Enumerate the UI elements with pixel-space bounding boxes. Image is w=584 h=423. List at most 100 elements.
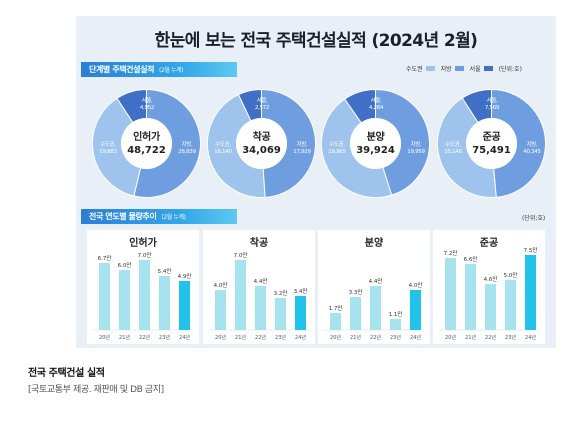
bar-sale-label-2: 4.4만 bbox=[369, 277, 383, 285]
bar-complete-tick-1: 21년 bbox=[465, 334, 476, 341]
donut-complete-metro-name: 수도권, bbox=[445, 142, 461, 148]
donut-permit-local-name: 지방, bbox=[181, 142, 193, 148]
bar-start-tick-2: 22년 bbox=[255, 334, 266, 341]
bar-start-2 bbox=[255, 286, 266, 330]
bar-chart-permit: 6.7만 20년 6.0만 21년 7.0만 22년 5.4만 23년 4.9만 24년 bbox=[93, 251, 193, 341]
bar-permit-label-2: 7.0만 bbox=[138, 251, 152, 259]
bar-start-label-2: 4.4만 bbox=[254, 277, 268, 285]
bar-complete-1 bbox=[465, 264, 476, 330]
bar-permit-0 bbox=[99, 263, 110, 330]
bar-start-3 bbox=[275, 298, 286, 330]
legend-label-metro: 수도권 bbox=[406, 66, 423, 73]
bar-permit-tick-0: 20년 bbox=[99, 334, 110, 341]
bar-start-1 bbox=[235, 260, 246, 330]
bar-permit-label-1: 6.0만 bbox=[118, 261, 132, 269]
bar-complete-tick-0: 20년 bbox=[445, 334, 456, 341]
donut-permit: 서울, 4,952 수도권, 19,883 지방, 28,839 인허가 48,722 bbox=[92, 89, 201, 198]
bar-sale-tick-0: 20년 bbox=[330, 334, 341, 341]
bar-complete-label-2: 4.6만 bbox=[484, 275, 498, 283]
bar-permit-4 bbox=[179, 281, 190, 330]
donut-sale: 서울, 4,264 수도권, 19,965 지방, 19,959 분양 39,924 bbox=[321, 89, 430, 198]
donut-start-seoul-name: 서울, bbox=[256, 98, 268, 104]
caption-title: 전국 주택건설 실적 bbox=[28, 368, 105, 379]
donut-permit-metro-name: 수도권, bbox=[100, 142, 116, 148]
bar-sale-3 bbox=[390, 319, 401, 330]
bar-sale-label-3: 1.1만 bbox=[389, 310, 403, 318]
donut-permit-local-label: 지방, 28,839 bbox=[174, 142, 200, 156]
donut-start-local-label: 지방, 17,929 bbox=[289, 142, 315, 156]
donut-start-metro-value: 16,140 bbox=[214, 149, 232, 155]
donut-complete-svg bbox=[437, 89, 546, 198]
donut-permit-seoul-label: 서울, 4,952 bbox=[132, 98, 162, 112]
legend-swatch-local bbox=[454, 66, 464, 71]
bar-complete-label-1: 6.6만 bbox=[464, 255, 478, 263]
section-yearly-text: 전국 연도별 물량추이 bbox=[89, 212, 157, 221]
bar-start-label-1: 7.0만 bbox=[234, 251, 248, 259]
bar-panel-sale-title: 분양 bbox=[364, 238, 384, 249]
donut-complete: 서울, 7,569 수도권, 35,146 지방, 40,345 준공 75,491 bbox=[437, 89, 546, 198]
bar-start-0 bbox=[215, 290, 226, 330]
donut-permit-local-value: 28,839 bbox=[178, 149, 196, 155]
bar-sale-tick-2: 22년 bbox=[370, 334, 381, 341]
bar-start-4 bbox=[295, 296, 306, 330]
legend-swatch-seoul bbox=[483, 66, 493, 71]
bar-permit-tick-4: 24년 bbox=[179, 334, 190, 341]
donut-start-seoul-label: 서울, 2,572 bbox=[247, 98, 277, 112]
donut-start-metro-label: 수도권, 16,140 bbox=[210, 142, 236, 156]
donut-sale-seoul-name: 서울, bbox=[370, 98, 382, 104]
donut-sale-svg bbox=[321, 89, 430, 198]
legend-swatch-metro bbox=[425, 66, 435, 71]
bar-permit-tick-2: 22년 bbox=[139, 334, 150, 341]
donut-start-metro-name: 수도권, bbox=[215, 142, 231, 148]
bar-panel-complete: 준공 7.2만 20년 6.6만 21년 4.6만 22년 5.0만 23년 7.5만 24년 bbox=[433, 230, 545, 344]
bar-complete-3 bbox=[505, 280, 516, 330]
donut-complete-title: 준공 bbox=[482, 132, 501, 143]
bar-panel-permit: 인허가 6.7만 20년 6.0만 21년 7.0만 22년 5.4만 23년 4.9만 24년 bbox=[87, 230, 199, 344]
donut-legend: 수도권 지방 서울 (단위:호) bbox=[406, 64, 522, 73]
bar-start-tick-3: 23년 bbox=[275, 334, 286, 341]
bar-start-tick-1: 21년 bbox=[235, 334, 246, 341]
legend-label-local: 지방 bbox=[440, 66, 452, 73]
donut-permit-title: 인허가 bbox=[133, 132, 160, 143]
bar-sale-2 bbox=[370, 286, 381, 330]
bar-permit-1 bbox=[119, 270, 130, 330]
donut-sale-metro-name: 수도권, bbox=[329, 142, 345, 148]
bar-start-tick-4: 24년 bbox=[295, 334, 306, 341]
bar-chart-sale: 1.7만 20년 3.3만 21년 4.4만 22년 1.1만 23년 4.0만 24년 bbox=[324, 277, 424, 341]
infographic: 한눈에 보는 전국 주택건설실적 (2024년 2월) 단계별 주택건설실적 (2… bbox=[76, 16, 556, 348]
section-yearly-sub: (2월 누계) bbox=[161, 214, 186, 221]
unit-note-1: (단위:호) bbox=[498, 66, 522, 73]
donut-sale-metro-label: 수도권, 19,965 bbox=[324, 142, 350, 156]
donut-permit-seoul-value: 4,952 bbox=[139, 105, 155, 111]
donut-permit-seoul-name: 서울, bbox=[141, 98, 153, 104]
bar-sale-4 bbox=[410, 290, 421, 330]
donut-start-local-value: 17,929 bbox=[293, 149, 311, 155]
donut-sale-seoul-value: 4,264 bbox=[368, 105, 384, 111]
bar-permit-tick-3: 23년 bbox=[159, 334, 170, 341]
legend-item-metro: 수도권 bbox=[406, 64, 435, 73]
donut-complete-total: 75,491 bbox=[472, 145, 511, 156]
bar-sale-label-1: 3.3만 bbox=[349, 288, 363, 296]
donut-start: 서울, 2,572 수도권, 16,140 지방, 17,929 착공 34,069 bbox=[207, 89, 316, 198]
section-stage-text: 단계별 주택건설실적 bbox=[89, 65, 155, 74]
bar-sale-tick-4: 24년 bbox=[410, 334, 421, 341]
bar-complete-4 bbox=[525, 255, 536, 330]
donut-permit-metro-value: 19,883 bbox=[99, 149, 117, 155]
donut-complete-seoul-name: 서울, bbox=[486, 98, 498, 104]
infographic-title: 한눈에 보는 전국 주택건설실적 (2024년 2월) bbox=[154, 31, 478, 51]
caption-source: [국토교통부 제공. 재판매 및 DB 금지] bbox=[28, 385, 164, 395]
bar-sale-label-4: 4.0만 bbox=[409, 281, 423, 289]
bar-complete-2 bbox=[485, 284, 496, 330]
bar-sale-tick-1: 21년 bbox=[350, 334, 361, 341]
donut-start-center: 착공 34,069 bbox=[236, 118, 287, 169]
bar-complete-label-4: 7.5만 bbox=[524, 246, 538, 254]
bar-start-label-0: 4.0만 bbox=[214, 281, 228, 289]
bar-sale-label-0: 1.7만 bbox=[329, 304, 343, 312]
donut-sale-total: 39,924 bbox=[356, 145, 395, 156]
bar-chart-start: 4.0만 20년 7.0만 21년 4.4만 22년 3.2만 23년 3.4만 24년 bbox=[209, 251, 309, 341]
bar-start-label-3: 3.2만 bbox=[274, 289, 288, 297]
donut-permit-center: 인허가 48,722 bbox=[121, 118, 172, 169]
donut-complete-local-value: 40,345 bbox=[523, 149, 541, 155]
bar-permit-label-4: 4.9만 bbox=[178, 272, 192, 280]
donut-complete-metro-label: 수도권, 35,146 bbox=[440, 142, 466, 156]
